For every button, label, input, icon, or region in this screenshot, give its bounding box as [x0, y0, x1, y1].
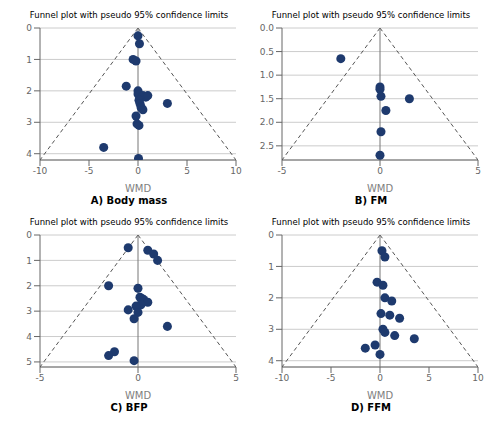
svg-text:1.0: 1.0 [260, 70, 275, 80]
svg-text:0.0: 0.0 [260, 23, 275, 33]
svg-text:-10: -10 [275, 373, 290, 383]
svg-text:3: 3 [268, 324, 274, 334]
svg-text:1: 1 [26, 55, 32, 65]
html-text:B) FM: B) FM [354, 195, 388, 206]
svg-text:10: 10 [230, 166, 242, 176]
svg-text:WMD: WMD [125, 183, 152, 192]
svg-text:WMD: WMD [367, 183, 394, 192]
svg-text:5: 5 [184, 166, 190, 176]
svg-text:0: 0 [26, 23, 32, 33]
svg-text:3: 3 [26, 306, 32, 316]
svg-text:4: 4 [268, 356, 274, 366]
svg-text:2.0: 2.0 [260, 117, 275, 127]
svg-text:-5: -5 [36, 373, 45, 383]
svg-text:5: 5 [426, 373, 432, 383]
svg-text:0: 0 [377, 373, 383, 383]
svg-text:0: 0 [377, 166, 383, 176]
svg-text:4: 4 [26, 332, 32, 342]
html-text:Funnel plot with pseudo 95% co: Funnel plot with pseudo 95% confidence l… [271, 10, 471, 20]
svg-text:1: 1 [26, 256, 32, 266]
svg-text:WMD: WMD [125, 390, 152, 399]
svg-text:-5: -5 [327, 373, 336, 383]
svg-text:10: 10 [472, 373, 484, 383]
svg-text:1.5: 1.5 [260, 94, 274, 104]
html-text:Funnel plot with pseudo 95% co: Funnel plot with pseudo 95% confidence l… [271, 217, 471, 227]
svg-text:5: 5 [26, 357, 32, 367]
svg-text:2.5: 2.5 [260, 141, 274, 151]
svg-text:0: 0 [135, 373, 141, 383]
html-text:A) Body mass: A) Body mass [90, 195, 168, 206]
html-text:C) BFP: C) BFP [110, 402, 148, 413]
svg-text:0: 0 [268, 230, 274, 240]
svg-text:3: 3 [26, 117, 32, 127]
svg-text:-10: -10 [33, 166, 48, 176]
svg-text:0: 0 [26, 230, 32, 240]
svg-text:2: 2 [26, 86, 32, 96]
svg-text:5: 5 [233, 373, 239, 383]
svg-text:-5: -5 [85, 166, 94, 176]
svg-text:2: 2 [268, 293, 274, 303]
svg-text:0: 0 [135, 166, 141, 176]
svg-text:-5: -5 [278, 166, 287, 176]
svg-text:0.5: 0.5 [260, 47, 274, 57]
svg-text:1: 1 [268, 262, 274, 272]
html-text:D) FFM: D) FFM [351, 402, 391, 413]
html-text:Funnel plot with pseudo 95% co: Funnel plot with pseudo 95% confidence l… [29, 217, 229, 227]
svg-text:5: 5 [475, 166, 481, 176]
svg-text:4: 4 [26, 149, 32, 159]
html-text:Funnel plot with pseudo 95% co: Funnel plot with pseudo 95% confidence l… [29, 10, 229, 20]
svg-text:WMD: WMD [367, 390, 394, 399]
svg-text:2: 2 [26, 281, 32, 291]
